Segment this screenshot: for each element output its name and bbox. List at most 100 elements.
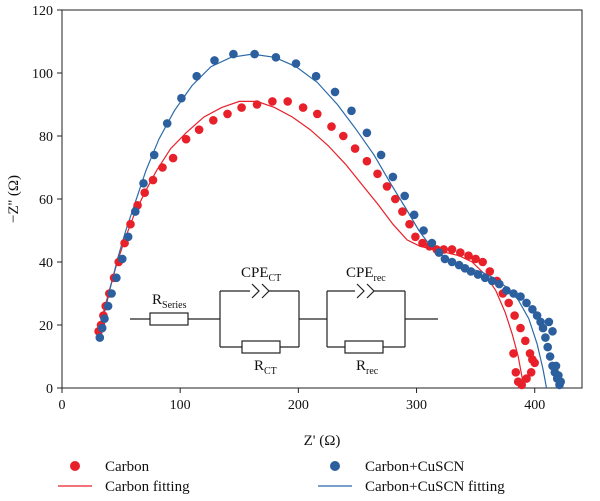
data-point	[502, 286, 511, 295]
data-point	[427, 238, 437, 248]
x-tick-label: 100	[170, 398, 191, 413]
data-point	[376, 150, 386, 160]
data-point	[522, 298, 531, 308]
data-point	[548, 327, 557, 336]
data-point	[298, 103, 308, 112]
data-point	[229, 49, 238, 59]
data-point	[194, 125, 204, 134]
data-point	[373, 169, 382, 179]
equivalent-circuit-inset	[130, 283, 438, 354]
y-axis-title: −Z'' (Ω)	[6, 175, 22, 223]
r-rec-resistor	[344, 340, 384, 354]
data-point	[311, 71, 321, 81]
x-axis-title: Z' (Ω)	[304, 433, 341, 449]
data-point	[526, 368, 536, 377]
y-tick-label: 0	[46, 382, 53, 397]
data-point	[388, 172, 398, 182]
legend-label: Carbon+CuSCN	[365, 459, 464, 475]
data-point	[250, 49, 259, 59]
data-point	[162, 119, 172, 128]
data-point	[283, 97, 293, 106]
data-point	[398, 207, 407, 216]
data-point	[532, 311, 542, 320]
legend-marker	[330, 461, 340, 471]
cpe-rec-element	[356, 283, 365, 299]
data-point	[391, 194, 400, 204]
data-point	[409, 210, 419, 220]
plot-area	[94, 49, 565, 390]
data-point	[509, 289, 518, 298]
data-point	[510, 311, 519, 320]
data-point	[100, 314, 109, 324]
cpe-rec-label: CPErec	[346, 265, 386, 284]
data-point	[112, 273, 121, 283]
legend-label: Carbon	[105, 459, 150, 475]
data-point	[350, 144, 360, 153]
data-point	[447, 257, 457, 267]
data-point	[495, 279, 504, 289]
data-point	[347, 106, 356, 116]
data-point	[554, 371, 563, 380]
data-point	[434, 248, 444, 257]
data-point	[209, 116, 218, 125]
x-tick-label: 400	[524, 398, 545, 413]
data-point	[291, 59, 301, 68]
r-series-label: RSeries	[152, 292, 187, 311]
axes-group: 0 100 200 300 400 0 20 40 60 80 100 120 Z' (Ω) −Z'' (…	[6, 4, 583, 449]
data-point	[516, 323, 525, 333]
data-point	[149, 150, 159, 160]
data-point	[192, 71, 201, 81]
data-point	[181, 134, 191, 144]
data-point	[103, 301, 113, 311]
y-tick-label: 100	[32, 67, 53, 82]
series-line	[98, 100, 525, 389]
data-point	[487, 276, 497, 286]
data-point	[252, 100, 262, 109]
data-point	[330, 87, 340, 97]
data-point	[237, 103, 246, 112]
data-point	[471, 254, 480, 264]
data-point	[411, 232, 420, 242]
data-point	[544, 317, 554, 327]
data-point	[516, 292, 525, 301]
data-point	[362, 156, 372, 166]
data-point	[419, 226, 428, 235]
data-point	[504, 298, 513, 308]
data-point	[485, 267, 495, 276]
data-point	[521, 336, 530, 346]
data-point	[126, 219, 135, 229]
data-point	[268, 97, 277, 106]
data-point	[440, 254, 450, 264]
data-point	[271, 53, 281, 62]
legend-label: Carbon fitting	[105, 479, 190, 495]
data-point	[405, 219, 414, 229]
y-tick-label: 60	[39, 193, 53, 208]
y-tick-label: 80	[39, 130, 53, 145]
x-tick-label: 0	[59, 398, 66, 413]
legend-marker	[70, 461, 80, 471]
circuit-labels: RSeries CPECT RCT CPErec Rrec	[152, 265, 386, 377]
data-point	[118, 254, 127, 264]
data-point	[509, 349, 518, 358]
y-tick-label: 40	[39, 256, 53, 271]
cpe-ct-element	[261, 283, 270, 299]
data-point	[107, 289, 116, 298]
data-point	[313, 109, 322, 119]
data-point	[140, 188, 149, 197]
data-point	[530, 358, 539, 368]
data-point	[95, 333, 105, 342]
data-point	[382, 182, 392, 191]
data-point	[522, 374, 531, 383]
data-point	[538, 323, 548, 333]
y-tick-label: 120	[32, 4, 53, 19]
r-ct-label: RCT	[254, 358, 277, 377]
x-tick-label: 300	[406, 398, 427, 413]
data-point	[97, 323, 107, 333]
data-point	[541, 333, 550, 342]
data-point	[168, 153, 178, 163]
data-point	[473, 270, 483, 279]
data-point	[400, 191, 410, 201]
data-point	[478, 257, 488, 267]
data-point	[464, 251, 473, 260]
